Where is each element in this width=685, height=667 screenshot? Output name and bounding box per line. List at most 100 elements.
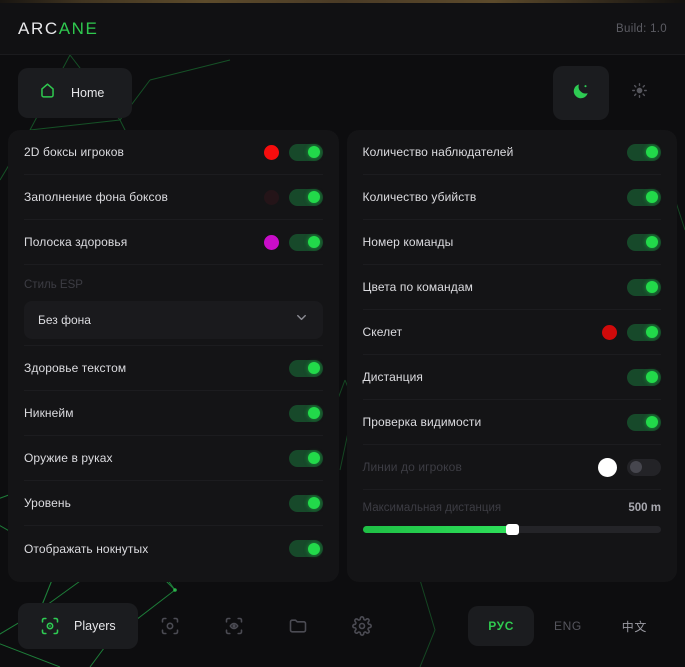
toggle-switch[interactable] <box>627 413 661 431</box>
toggle-switch[interactable] <box>627 143 661 161</box>
setting-row[interactable]: Цвета по командам <box>362 265 661 310</box>
setting-row[interactable]: Никнейм <box>24 391 323 436</box>
bottom-bar: Players <box>0 585 685 667</box>
logo-primary: ARC <box>18 18 59 38</box>
app-header: ARCANE Build: 1.0 <box>0 3 685 55</box>
bottom-nav: Players <box>18 603 394 649</box>
setting-row[interactable]: Уровень <box>24 481 323 526</box>
toggle-knob <box>307 407 320 419</box>
build-version: Build: 1.0 <box>616 22 667 35</box>
setting-row[interactable]: Номер команды <box>362 220 661 265</box>
right-settings-panel: Количество наблюдателей Количество убийс… <box>346 130 677 582</box>
setting-row[interactable]: Дистанция <box>362 355 661 400</box>
toggle-knob <box>646 371 658 383</box>
toggle-knob <box>646 191 658 203</box>
toggle-switch[interactable] <box>288 540 323 557</box>
setting-label: Цвета по командам <box>362 280 474 294</box>
setting-label: Уровень <box>24 496 71 510</box>
setting-row[interactable]: Полоска здоровья <box>24 220 323 265</box>
nav-item-players-label: Players <box>74 619 116 633</box>
color-swatch[interactable] <box>263 234 279 250</box>
nav-item-visuals[interactable] <box>202 603 266 649</box>
setting-label: Заполнение фона боксов <box>24 190 168 204</box>
settings-panels: 2D боксы игроков Заполнение фона боксов … <box>8 130 677 582</box>
language-option-cn[interactable]: 中文 <box>621 619 647 634</box>
setting-label: Проверка видимости <box>362 415 482 429</box>
toggle-switch[interactable] <box>288 449 323 467</box>
max-distance-header: Максимальная дистанция 500 m <box>363 502 662 514</box>
setting-row[interactable]: Линии до игроков <box>362 445 661 490</box>
toggle-knob <box>646 416 658 428</box>
toggle-switch[interactable] <box>288 143 323 161</box>
setting-label: Скелет <box>362 325 403 339</box>
gear-icon <box>351 616 372 636</box>
sub-header: Home <box>0 56 685 130</box>
toggle-switch[interactable] <box>288 404 323 422</box>
color-swatch[interactable] <box>602 324 617 340</box>
toggle-knob <box>307 191 320 203</box>
toggle-switch[interactable] <box>288 188 323 206</box>
toggle-switch[interactable] <box>627 188 661 206</box>
nav-item-players[interactable]: Players <box>18 603 138 649</box>
toggle-switch[interactable] <box>288 233 323 251</box>
setting-label: Количество убийств <box>362 190 477 204</box>
esp-style-value: Без фона <box>38 313 91 327</box>
setting-row[interactable]: 2D боксы игроков <box>24 130 323 175</box>
esp-style-select[interactable]: Без фона <box>24 301 323 339</box>
color-swatch[interactable] <box>598 457 617 477</box>
color-swatch[interactable] <box>263 144 279 160</box>
setting-label: Количество наблюдателей <box>362 145 514 159</box>
max-distance-value: 500 m <box>628 502 661 514</box>
nav-item-configs[interactable] <box>266 603 330 649</box>
logo-accent: ANE <box>58 18 99 38</box>
tab-home-label: Home <box>71 86 105 100</box>
folder-icon <box>288 616 308 636</box>
max-distance-slider[interactable] <box>362 524 661 535</box>
theme-dark-button[interactable] <box>553 66 609 120</box>
nav-item-aim[interactable] <box>138 603 202 649</box>
setting-row[interactable]: Здоровье текстом <box>24 346 323 391</box>
max-distance-block: Максимальная дистанция 500 m <box>362 490 662 541</box>
left-settings-panel: 2D боксы игроков Заполнение фона боксов … <box>8 130 339 582</box>
setting-row[interactable]: Количество убийств <box>362 175 661 220</box>
toggle-switch[interactable] <box>288 359 323 377</box>
sun-icon <box>631 82 648 104</box>
setting-row[interactable]: Отображать нокнутых <box>24 526 323 571</box>
slider-fill <box>362 526 512 533</box>
language-option-rus[interactable]: РУС <box>468 606 534 646</box>
setting-row[interactable]: Скелет <box>362 310 661 355</box>
setting-row[interactable]: Заполнение фона боксов <box>24 175 323 220</box>
nav-item-settings[interactable] <box>330 603 394 649</box>
setting-label: Номер команды <box>362 235 454 249</box>
toggle-switch[interactable] <box>627 458 661 476</box>
color-swatch[interactable] <box>263 189 279 205</box>
home-icon <box>38 81 57 105</box>
setting-row[interactable]: Оружие в руках <box>24 436 323 481</box>
esp-style-block: Стиль ESP Без фона <box>24 265 323 346</box>
setting-label: Оружие в руках <box>24 451 113 465</box>
slider-thumb[interactable] <box>505 524 519 535</box>
toggle-knob <box>646 236 658 248</box>
setting-label: Полоска здоровья <box>24 235 128 249</box>
language-option-eng[interactable]: ENG <box>553 619 582 633</box>
scan-eye-icon <box>160 616 180 636</box>
toggle-switch[interactable] <box>288 494 323 512</box>
setting-row[interactable]: Проверка видимости <box>362 400 661 445</box>
setting-label: 2D боксы игроков <box>24 145 125 159</box>
scan-eye-icon <box>224 616 244 636</box>
toggle-knob <box>307 236 320 248</box>
theme-toggle-group <box>553 66 667 120</box>
setting-label: Отображать нокнутых <box>24 541 149 556</box>
setting-label: Никнейм <box>24 406 74 420</box>
scan-eye-icon <box>40 616 60 636</box>
toggle-knob <box>646 146 658 158</box>
toggle-switch[interactable] <box>627 278 661 296</box>
toggle-knob <box>307 497 320 509</box>
theme-light-button[interactable] <box>611 66 667 120</box>
toggle-switch[interactable] <box>627 368 661 386</box>
toggle-switch[interactable] <box>627 233 661 251</box>
tab-home[interactable]: Home <box>18 68 133 118</box>
toggle-switch[interactable] <box>627 323 661 341</box>
setting-row[interactable]: Количество наблюдателей <box>362 130 661 175</box>
